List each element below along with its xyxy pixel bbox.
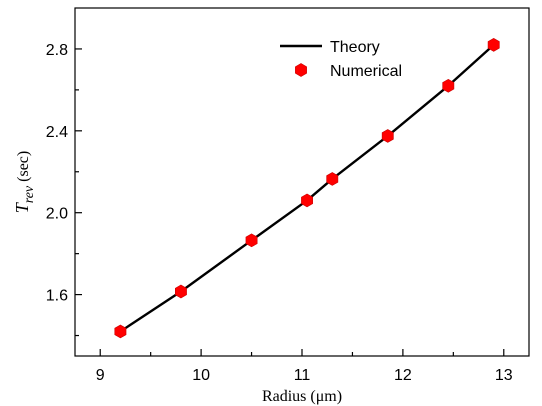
numerical-point [326,172,339,186]
tick-labels: 9 10 11 12 13 1.6 2.0 2.4 2.8 [46,42,513,384]
x-tick-label: 10 [192,367,210,384]
series [114,38,500,339]
y-tick-label: 1.6 [46,288,68,305]
legend-theory-label: Theory [330,39,380,56]
x-tick-label: 11 [294,367,311,384]
numerical-point [442,78,455,93]
x-tick-label: 9 [96,367,105,384]
legend-numerical-marker [295,63,307,77]
numerical-point [381,129,394,143]
x-axis-title: Radius (μm) [262,388,342,405]
numerical-point [175,284,187,299]
legend: Theory Numerical [280,39,402,80]
numerical-point [114,324,127,339]
y-axis-title-symbol: T [12,201,32,213]
y-tick-label: 2.0 [46,206,68,223]
plot-frame [74,7,530,357]
y-axis-title-subscript: rev [22,185,37,203]
y-tick-label: 2.4 [46,124,68,141]
y-tick-label: 2.8 [46,42,68,59]
y-axis-title-unit: (sec) [15,151,32,186]
theory-line [119,43,495,333]
x-tick-label: 12 [394,367,412,384]
numerical-point [245,233,258,248]
legend-numerical-label: Numerical [330,63,402,80]
ticks [75,48,505,356]
numerical-point [301,193,313,208]
y-axis-title: Trev (sec) [12,151,37,213]
numerical-point [487,38,500,52]
x-tick-label: 13 [495,367,513,384]
